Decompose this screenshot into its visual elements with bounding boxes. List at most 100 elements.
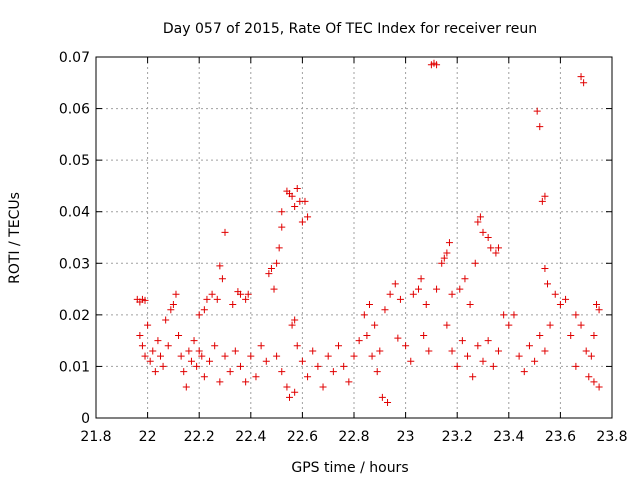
data-point [242,295,250,303]
data-point [494,244,502,252]
data-point [386,290,394,298]
data-point [531,357,539,365]
x-tick-label: 23.8 [596,429,627,445]
data-point [505,321,513,329]
data-point [443,321,451,329]
y-tick-label: 0.02 [59,308,90,324]
data-point [464,352,472,360]
data-point [350,352,358,360]
data-point [402,342,410,350]
y-tick-label: 0.07 [59,50,90,66]
data-point [415,285,422,293]
data-point [309,347,317,355]
data-point [159,362,167,370]
data-point [157,352,164,360]
data-point [536,331,544,339]
y-tick-label: 0.06 [59,102,90,118]
data-point [216,262,224,270]
data-point [273,259,281,267]
data-point [270,285,278,293]
data-point [169,301,177,309]
data-point [484,337,492,345]
data-point [329,368,337,376]
x-tick-label: 22.4 [235,429,266,445]
data-point [164,342,172,350]
data-point [536,123,544,131]
data-point [236,290,244,298]
data-point [391,280,399,288]
data-point [208,290,216,298]
y-tick-label: 0.01 [59,359,90,375]
data-point [221,228,229,236]
x-tick-label: 21.8 [80,429,111,445]
data-point [582,347,590,355]
data-point [278,223,286,231]
data-points [133,59,603,407]
data-point [275,244,283,252]
y-tick-label: 0.04 [59,205,90,221]
data-point [577,321,585,329]
data-point [420,331,428,339]
data-point [489,362,497,370]
data-point [177,352,185,360]
data-point [510,311,518,319]
data-point [291,388,299,396]
data-point [580,79,588,87]
data-point [492,249,500,257]
data-point [567,331,575,339]
data-point [479,228,487,236]
data-point [252,373,260,381]
data-point [590,378,598,386]
y-tick-label: 0.05 [59,153,90,169]
data-point [456,285,464,293]
data-point [273,352,281,360]
data-point [373,368,381,376]
data-point [445,239,453,247]
data-point [211,342,219,350]
x-tick-label: 22.6 [287,429,318,445]
data-point [206,357,214,365]
data-point [476,213,484,221]
data-point [244,290,252,298]
data-point [247,352,255,360]
x-tick-label: 22 [139,429,157,445]
data-point [172,290,180,298]
data-point [577,73,585,81]
data-point [595,306,603,314]
data-point [195,347,203,355]
data-point [138,342,146,350]
data-point [324,352,332,360]
data-point [291,203,299,211]
data-point [200,373,208,381]
data-point [345,378,353,386]
x-tick-label: 22.2 [184,429,215,445]
data-point [585,373,593,381]
data-point [218,275,226,283]
data-point [304,213,312,221]
data-point [221,352,229,360]
data-point [590,331,598,339]
data-point [500,311,508,319]
data-point [438,259,446,267]
data-point [360,311,368,319]
data-point [144,321,152,329]
data-point [167,306,175,314]
y-axis-label: ROTI / TECUs [7,192,23,284]
data-point [396,295,404,303]
data-point [541,264,549,272]
data-point [216,378,224,386]
data-point [304,373,312,381]
data-point [378,393,386,401]
data-point [365,301,373,309]
data-point [443,249,451,257]
data-point [226,368,234,376]
data-point [190,337,198,345]
data-point [448,290,456,298]
data-point [151,368,159,376]
data-point [288,192,296,200]
data-point [278,208,286,216]
data-point [448,347,456,355]
data-point [484,234,492,241]
data-point [422,301,430,309]
